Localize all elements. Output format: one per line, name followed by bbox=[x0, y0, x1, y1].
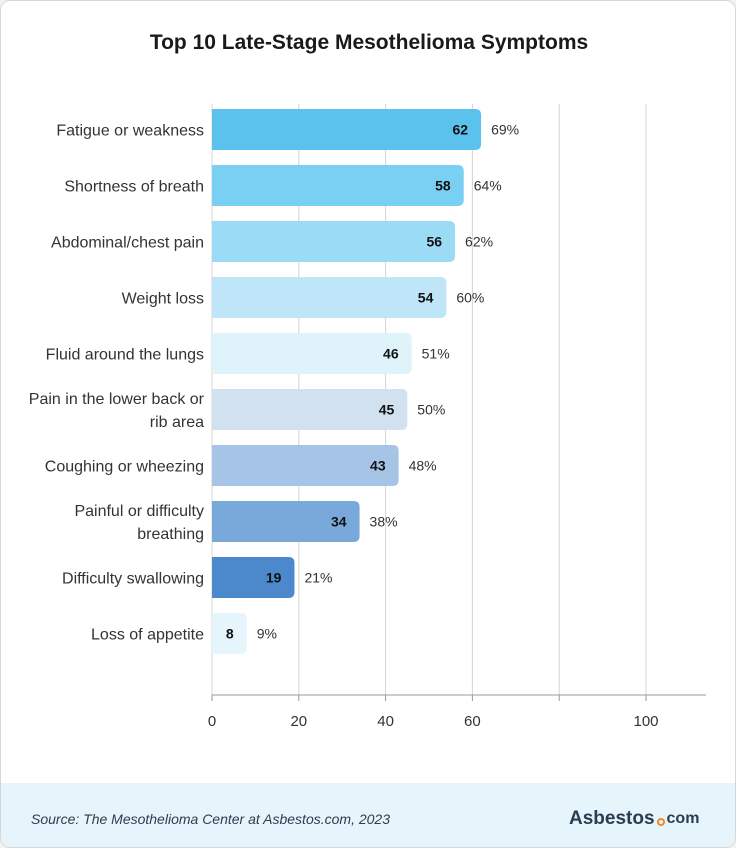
bar-9 bbox=[212, 613, 247, 654]
bar-percent-label-7: 38% bbox=[370, 514, 398, 530]
x-tick-label-20: 20 bbox=[290, 713, 307, 730]
bar-4 bbox=[212, 333, 412, 374]
x-tick-label-100: 100 bbox=[633, 713, 658, 730]
category-label-2: Abdominal/chest pain bbox=[51, 235, 204, 252]
bar-percent-label-1: 64% bbox=[474, 178, 502, 194]
category-label-line: Fatigue or weakness bbox=[56, 123, 204, 140]
bar-value-label-0: 62 bbox=[453, 122, 469, 138]
bar-percent-label-8: 21% bbox=[304, 570, 332, 586]
bar-percent-label-9: 9% bbox=[257, 626, 277, 642]
logo-text: Asbestos bbox=[569, 808, 655, 829]
bar-8 bbox=[212, 557, 295, 598]
bar-value-label-9: 8 bbox=[226, 626, 234, 642]
category-label-line: Pain in the lower back or bbox=[29, 391, 205, 408]
category-label-line: Weight loss bbox=[122, 291, 204, 308]
bar-2 bbox=[212, 221, 456, 262]
category-label-4: Fluid around the lungs bbox=[46, 347, 204, 364]
bar-value-label-8: 19 bbox=[266, 570, 282, 586]
bar-value-label-4: 46 bbox=[383, 346, 399, 362]
logo-suffix: com bbox=[666, 810, 700, 827]
category-label-line: Coughing or wheezing bbox=[45, 459, 204, 476]
bar-percent-label-2: 62% bbox=[465, 234, 493, 250]
category-label-5: Pain in the lower back or rib area bbox=[29, 391, 205, 431]
bar-3 bbox=[212, 277, 447, 318]
footer: Source: The Mesothelioma Center at Asbes… bbox=[1, 783, 735, 847]
category-label-8: Difficulty swallowing bbox=[62, 571, 204, 588]
x-tick-label-60: 60 bbox=[464, 713, 481, 730]
category-label-1: Shortness of breath bbox=[64, 179, 204, 196]
bar-6 bbox=[212, 445, 399, 486]
bar-percent-label-0: 69% bbox=[491, 122, 519, 138]
source-citation: Source: The Mesothelioma Center at Asbes… bbox=[31, 811, 390, 827]
bar-chart: 0 20 40 60 100 62 69% Fatigue or weakness 58 64% S… bbox=[29, 104, 706, 730]
category-label-9: Loss of appetite bbox=[91, 627, 204, 644]
bar-value-label-5: 45 bbox=[379, 402, 395, 418]
bar-0 bbox=[212, 109, 482, 150]
bar-7 bbox=[212, 501, 360, 542]
category-label-line: rib area bbox=[150, 414, 204, 431]
chart-title: Top 10 Late-Stage Mesothelioma Symptoms bbox=[149, 31, 589, 54]
x-tick-label-40: 40 bbox=[377, 713, 394, 730]
category-label-line: Fluid around the lungs bbox=[46, 347, 204, 364]
logo-dot-icon bbox=[656, 817, 665, 826]
bar-percent-label-3: 60% bbox=[456, 290, 484, 306]
category-label-line: Shortness of breath bbox=[64, 179, 204, 196]
bar-percent-label-5: 50% bbox=[417, 402, 445, 418]
bar-percent-label-4: 51% bbox=[422, 346, 450, 362]
category-label-line: Abdominal/chest pain bbox=[51, 235, 204, 252]
bar-value-label-7: 34 bbox=[331, 514, 347, 530]
category-label-7: Painful or difficulty breathing bbox=[74, 503, 204, 543]
category-label-line: Painful or difficulty bbox=[74, 503, 204, 520]
category-label-0: Fatigue or weakness bbox=[56, 123, 204, 140]
category-label-line: breathing bbox=[137, 526, 204, 543]
bar-percent-label-6: 48% bbox=[409, 458, 437, 474]
asbestos-logo[interactable]: Asbestos com bbox=[569, 807, 699, 831]
category-label-line: Difficulty swallowing bbox=[62, 571, 204, 588]
bar-value-label-1: 58 bbox=[435, 178, 451, 194]
bar-value-label-2: 56 bbox=[426, 234, 442, 250]
bar-1 bbox=[212, 165, 464, 206]
bar-value-label-6: 43 bbox=[370, 458, 386, 474]
category-label-3: Weight loss bbox=[122, 291, 204, 308]
bar-value-label-3: 54 bbox=[418, 290, 434, 306]
bar-5 bbox=[212, 389, 408, 430]
category-label-6: Coughing or wheezing bbox=[45, 459, 204, 476]
x-tick-label-0: 0 bbox=[208, 713, 216, 730]
category-label-line: Loss of appetite bbox=[91, 627, 204, 644]
